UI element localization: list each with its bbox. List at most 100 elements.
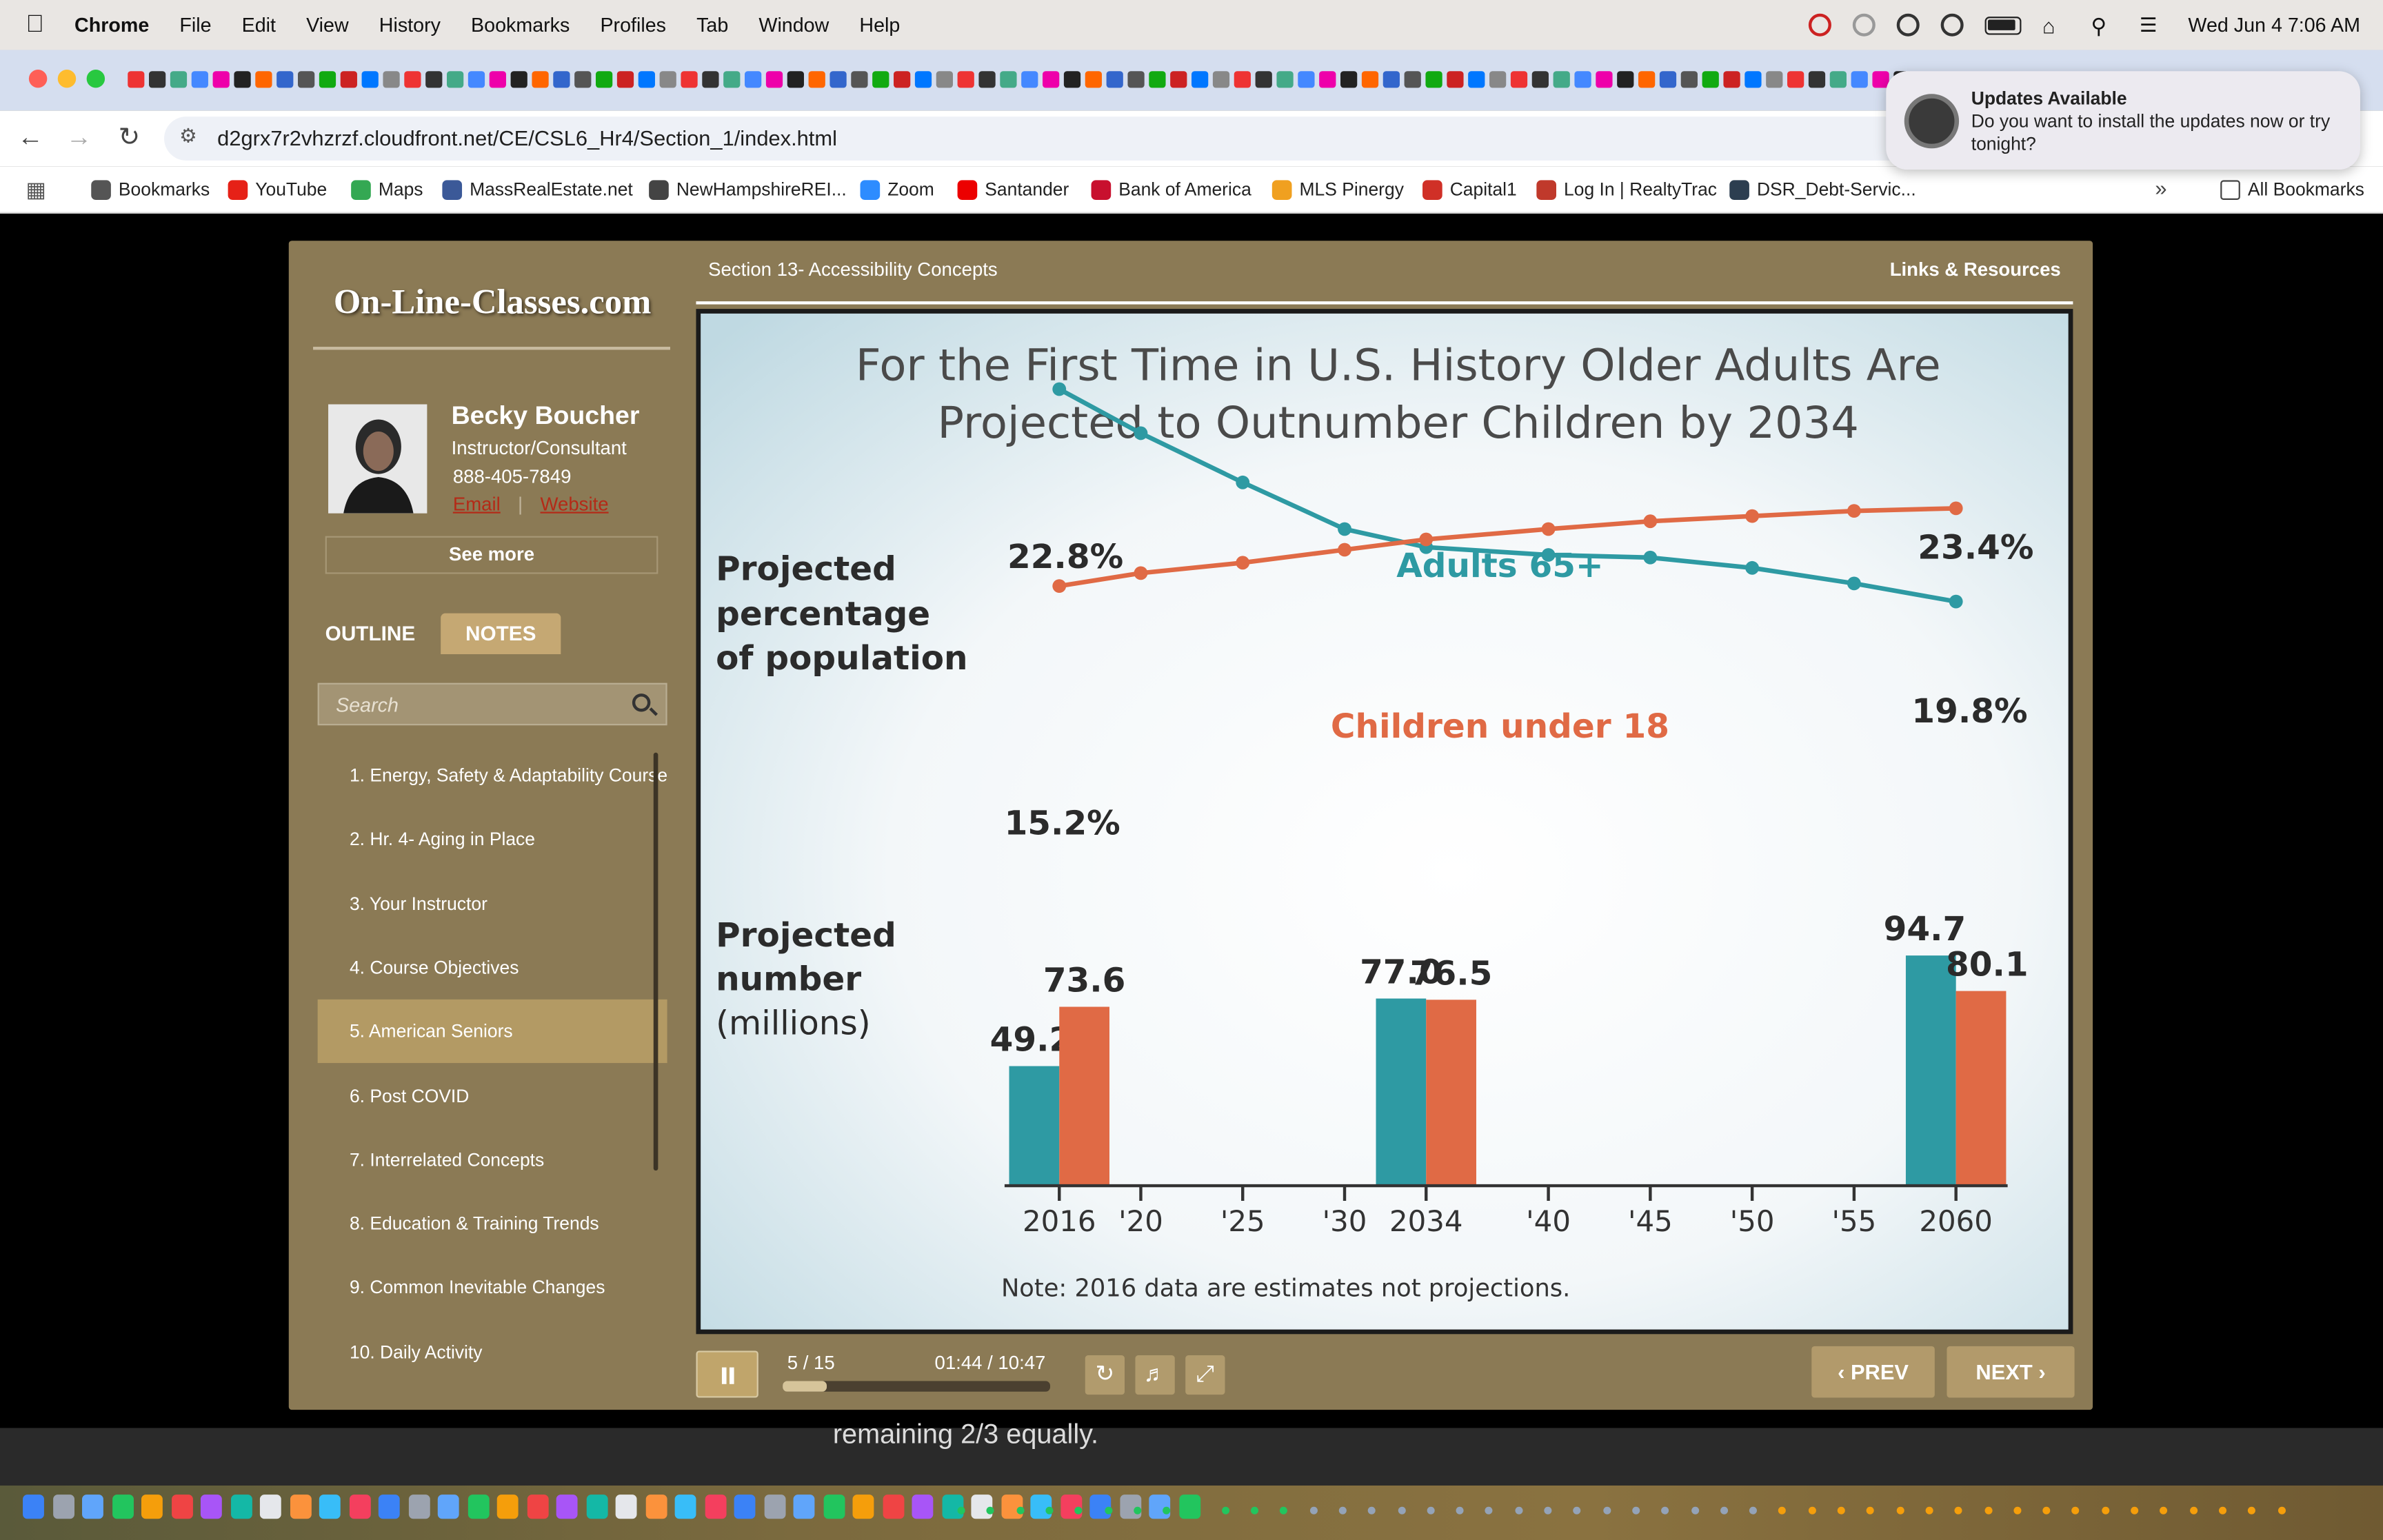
dock-minimized-icon[interactable] xyxy=(1221,1506,1229,1514)
pinned-tab-favicon[interactable] xyxy=(1553,71,1570,88)
dock-app-icon[interactable] xyxy=(289,1495,311,1519)
pinned-tab-favicon[interactable] xyxy=(1680,71,1698,88)
pinned-tab-favicon[interactable] xyxy=(425,71,443,88)
pinned-tab-favicon[interactable] xyxy=(170,71,188,88)
dock-app-icon[interactable] xyxy=(378,1495,400,1519)
outline-item[interactable]: 2. Hr. 4- Aging in Place xyxy=(349,829,536,851)
dock-minimized-icon[interactable] xyxy=(1163,1506,1171,1514)
dock-app-icon[interactable] xyxy=(852,1495,874,1519)
see-more-button[interactable]: See more xyxy=(325,536,658,574)
dock-minimized-icon[interactable] xyxy=(1338,1506,1347,1514)
dock-app-icon[interactable] xyxy=(793,1495,815,1519)
dock-minimized-icon[interactable] xyxy=(1925,1506,1933,1514)
pause-button[interactable] xyxy=(696,1350,758,1398)
address-bar[interactable]: ⚙ d2grx7r2vhzrzf.cloudfront.net/CE/CSL6_… xyxy=(164,116,1927,161)
outline-item[interactable]: 5. American Seniors xyxy=(317,1000,667,1064)
dock-app-icon[interactable] xyxy=(496,1495,519,1519)
replay-icon[interactable]: ↻ xyxy=(1085,1355,1125,1395)
outline-item[interactable]: 10. Daily Activity xyxy=(349,1341,483,1363)
menu-tab[interactable]: Tab xyxy=(696,13,729,37)
apps-grid-icon[interactable]: ▦ xyxy=(26,177,46,202)
pinned-tab-favicon[interactable] xyxy=(1192,71,1209,88)
dock-app-icon[interactable] xyxy=(112,1495,133,1519)
pinned-tab-favicon[interactable] xyxy=(1021,71,1038,88)
dock-app-icon[interactable] xyxy=(348,1495,370,1519)
pinned-tab-favicon[interactable] xyxy=(1085,71,1102,88)
dock-minimized-icon[interactable] xyxy=(1397,1506,1405,1514)
outline-item[interactable]: 1. Energy, Safety & Adaptability Course xyxy=(349,764,667,787)
zoom-window-button[interactable] xyxy=(86,70,105,88)
bookmark-item[interactable]: MassRealEstate.net xyxy=(442,179,633,200)
pinned-tab-favicon[interactable] xyxy=(1659,71,1677,88)
dock-minimized-icon[interactable] xyxy=(1192,1506,1200,1514)
dock-minimized-icon[interactable] xyxy=(1867,1506,1875,1514)
site-info-icon[interactable]: ⚙ xyxy=(179,124,197,148)
apple-menu-icon[interactable]:  xyxy=(26,11,53,39)
dock-minimized-icon[interactable] xyxy=(1631,1506,1640,1514)
dock-app-icon[interactable] xyxy=(734,1495,756,1519)
pinned-tab-favicon[interactable] xyxy=(1234,71,1251,88)
dock-minimized-icon[interactable] xyxy=(2248,1506,2256,1514)
pinned-tab-favicon[interactable] xyxy=(319,71,336,88)
bookmark-item[interactable]: Maps xyxy=(351,179,423,200)
dock-app-icon[interactable] xyxy=(823,1495,845,1519)
pinned-tab-favicon[interactable] xyxy=(1489,71,1507,88)
dock-minimized-icon[interactable] xyxy=(1691,1506,1699,1514)
menu-history[interactable]: History xyxy=(379,13,441,37)
dock-app-icon[interactable] xyxy=(52,1495,74,1519)
pinned-tab-favicon[interactable] xyxy=(1382,71,1400,88)
pinned-tab-favicon[interactable] xyxy=(1638,71,1656,88)
pinned-tab-favicon[interactable] xyxy=(1149,71,1166,88)
pinned-tab-favicon[interactable] xyxy=(1063,71,1081,88)
dock-minimized-icon[interactable] xyxy=(2189,1506,2198,1514)
pinned-tab-favicon[interactable] xyxy=(340,71,357,88)
pinned-tab-favicon[interactable] xyxy=(191,71,208,88)
pinned-tab-favicon[interactable] xyxy=(532,71,549,88)
dock-app-icon[interactable] xyxy=(704,1495,726,1519)
dock-app-icon[interactable] xyxy=(408,1495,430,1519)
dock-minimized-icon[interactable] xyxy=(1749,1506,1758,1514)
bookmark-item[interactable]: YouTube xyxy=(228,179,327,200)
pinned-tab-favicon[interactable] xyxy=(936,71,953,88)
bookmark-item[interactable]: Bank of America xyxy=(1091,179,1251,200)
email-link[interactable]: Email xyxy=(452,494,501,515)
pinned-tabs[interactable] xyxy=(128,68,1906,92)
dock-minimized-icon[interactable] xyxy=(987,1506,995,1514)
dock-minimized-icon[interactable] xyxy=(2160,1506,2168,1514)
pinned-tab-favicon[interactable] xyxy=(1531,71,1549,88)
outline-item[interactable]: 4. Course Objectives xyxy=(349,957,519,978)
pinned-tab-favicon[interactable] xyxy=(1127,71,1145,88)
pinned-tab-favicon[interactable] xyxy=(1043,71,1060,88)
pinned-tab-favicon[interactable] xyxy=(1574,71,1591,88)
pinned-tab-favicon[interactable] xyxy=(574,71,592,88)
pinned-tab-favicon[interactable] xyxy=(872,71,889,88)
dock-minimized-icon[interactable] xyxy=(1456,1506,1464,1514)
bookmark-item[interactable]: Bookmarks xyxy=(91,179,210,200)
pinned-tab-favicon[interactable] xyxy=(851,71,868,88)
play-status-icon[interactable] xyxy=(1896,13,1920,37)
pinned-tab-favicon[interactable] xyxy=(553,71,570,88)
bookmark-item[interactable]: MLS Pinergy xyxy=(1271,179,1404,200)
dock-app-icon[interactable] xyxy=(200,1495,222,1519)
dock-minimized-icon[interactable] xyxy=(1720,1506,1728,1514)
pinned-tab-favicon[interactable] xyxy=(1000,71,1017,88)
dock-app-icon[interactable] xyxy=(259,1495,281,1519)
pinned-tab-favicon[interactable] xyxy=(957,71,974,88)
dock-minimized-icon[interactable] xyxy=(1544,1506,1552,1514)
pinned-tab-favicon[interactable] xyxy=(1468,71,1485,88)
dock-app-icon[interactable] xyxy=(437,1495,459,1519)
dock-app-icon[interactable] xyxy=(615,1495,637,1519)
pinned-tab-favicon[interactable] xyxy=(467,71,485,88)
pinned-tab-favicon[interactable] xyxy=(1851,71,1868,88)
pinned-tab-favicon[interactable] xyxy=(681,71,698,88)
pinned-tab-favicon[interactable] xyxy=(1276,71,1294,88)
dock-app-icon[interactable] xyxy=(882,1495,904,1519)
dock-app-icon[interactable] xyxy=(526,1495,548,1519)
dock-app-icon[interactable] xyxy=(230,1495,252,1519)
pinned-tab-favicon[interactable] xyxy=(404,71,421,88)
dock-app-icon[interactable] xyxy=(170,1495,192,1519)
search-icon[interactable] xyxy=(632,693,651,712)
pinned-tab-favicon[interactable] xyxy=(1787,71,1804,88)
dock-app-icon[interactable] xyxy=(912,1495,934,1519)
dock-minimized-icon[interactable] xyxy=(1074,1506,1083,1514)
